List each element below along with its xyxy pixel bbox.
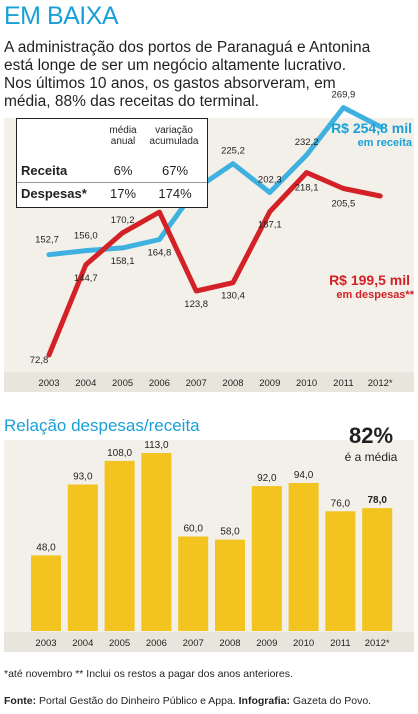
data-label: 225,2 — [221, 146, 245, 157]
data-label: 123,8 — [184, 299, 208, 310]
x-tick-label: 2008 — [219, 638, 240, 649]
source-label: Fonte: — [4, 695, 37, 707]
table-header-line: variação — [155, 125, 193, 136]
lead-text: A administração dos portos de Paranaguá … — [4, 39, 416, 111]
lead-line: está longe de ser um negócio altamente l… — [4, 57, 347, 74]
data-label: 187,1 — [258, 220, 282, 231]
data-label: 202,3 — [258, 174, 282, 185]
series-line — [46, 170, 383, 358]
data-label: 164,8 — [148, 248, 172, 259]
table-header-media: média anual — [103, 125, 143, 147]
x-tick-label: 2009 — [259, 378, 280, 389]
credit-label: Infografia: — [238, 695, 290, 707]
data-label: 72,8 — [30, 355, 49, 366]
bar-chart-axis-band — [4, 632, 414, 652]
table-header-line: anual — [110, 136, 136, 147]
table-header-line: média — [109, 125, 137, 136]
despesa-value-label: R$ 199,5 mil — [329, 272, 410, 288]
x-tick-label: 2007 — [186, 378, 207, 389]
table-row-label: Receita — [21, 163, 68, 178]
x-tick-label: 2011 — [330, 638, 350, 649]
x-tick-label: 2012* — [368, 378, 393, 389]
x-tick-label: 2006 — [149, 378, 170, 389]
table-divider — [17, 182, 207, 183]
table-header-line: acumulada — [149, 136, 199, 147]
bar — [178, 536, 209, 631]
line-chart: 152,7156,0158,1164,8205,3225,2202,3232,2… — [30, 90, 393, 389]
data-label: 94,0 — [294, 470, 314, 481]
receita-sub-label: em receita — [357, 137, 412, 149]
line-chart-axis-band — [4, 372, 414, 392]
summary-table: média anual variação acumulada Receita 6… — [16, 118, 208, 208]
data-label: 93,0 — [73, 472, 93, 483]
receita-value-label: R$ 254,8 mil — [331, 120, 412, 136]
source-line: Fonte: Portal Gestão do Dinheiro Público… — [4, 695, 371, 707]
bar — [362, 508, 393, 631]
despesa-sub-label: em despesas** — [336, 289, 414, 301]
x-tick-label: 2003 — [38, 378, 59, 389]
bar — [215, 539, 245, 631]
x-tick-label: 2003 — [35, 638, 56, 649]
data-label: 205,5 — [332, 198, 356, 209]
x-tick-label: 2010 — [293, 638, 314, 649]
credit-text: Gazeta do Povo. — [289, 695, 372, 707]
lead-line: média, 88% das receitas do terminal. — [4, 93, 260, 110]
data-label: 232,2 — [295, 137, 319, 148]
bar — [325, 511, 356, 631]
x-tick-label: 2005 — [109, 638, 130, 649]
data-label: 58,0 — [220, 527, 240, 538]
data-label: 76,0 — [331, 498, 351, 509]
lead-line: Nos últimos 10 anos, os gastos absorvera… — [4, 75, 336, 92]
data-label: 218,1 — [295, 183, 319, 194]
data-label: 158,1 — [111, 256, 135, 267]
x-tick-label: 2012* — [365, 638, 390, 649]
data-label: 130,4 — [221, 291, 245, 302]
source-text: Portal Gestão do Dinheiro Público e Appa… — [36, 695, 239, 707]
data-label: 152,7 — [35, 235, 59, 246]
bar — [67, 484, 98, 631]
data-label: 113,0 — [144, 440, 169, 451]
data-label: 108,0 — [107, 448, 132, 459]
x-tick-label: 2007 — [183, 638, 204, 649]
data-label: 269,9 — [332, 90, 356, 101]
x-tick-label: 2004 — [72, 638, 93, 649]
table-row-label: Despesas* — [21, 186, 87, 201]
data-label: 78,0 — [367, 495, 387, 506]
table-cell: 17% — [109, 186, 137, 201]
data-label: 156,0 — [74, 231, 98, 242]
x-tick-label: 2004 — [75, 378, 96, 389]
table-cell: 6% — [113, 163, 133, 178]
table-header-variacao: variação acumulada — [145, 125, 203, 147]
x-tick-label: 2010 — [296, 378, 317, 389]
data-label: 92,0 — [257, 473, 277, 484]
bar — [141, 453, 172, 631]
table-cell: 174% — [158, 186, 192, 201]
bar — [251, 486, 282, 631]
bar-section-title: Relação despesas/receita — [4, 416, 200, 435]
data-label: 60,0 — [183, 524, 203, 535]
x-tick-label: 2005 — [112, 378, 133, 389]
x-tick-label: 2009 — [256, 638, 277, 649]
data-label: 48,0 — [36, 542, 56, 553]
footnote: *até novembro ** Inclui os restos a paga… — [4, 668, 293, 680]
kicker-title: EM BAIXA — [4, 2, 119, 30]
x-tick-label: 2006 — [146, 638, 167, 649]
bar — [288, 482, 319, 631]
bar — [31, 555, 61, 631]
data-label: 170,2 — [111, 215, 135, 226]
lead-line: A administração dos portos de Paranaguá … — [4, 39, 371, 56]
bar — [104, 460, 135, 631]
average-value: 82% — [348, 423, 394, 448]
bar-chart: 48,0 2003 93,0 2004 108,0 2005 113,0 2006 60,0 20… — [31, 440, 393, 649]
x-tick-label: 2011 — [333, 378, 353, 389]
average-label: é a média — [344, 450, 398, 464]
data-label: 144,7 — [74, 273, 98, 284]
table-cell: 67% — [161, 163, 189, 178]
x-tick-label: 2008 — [222, 378, 243, 389]
